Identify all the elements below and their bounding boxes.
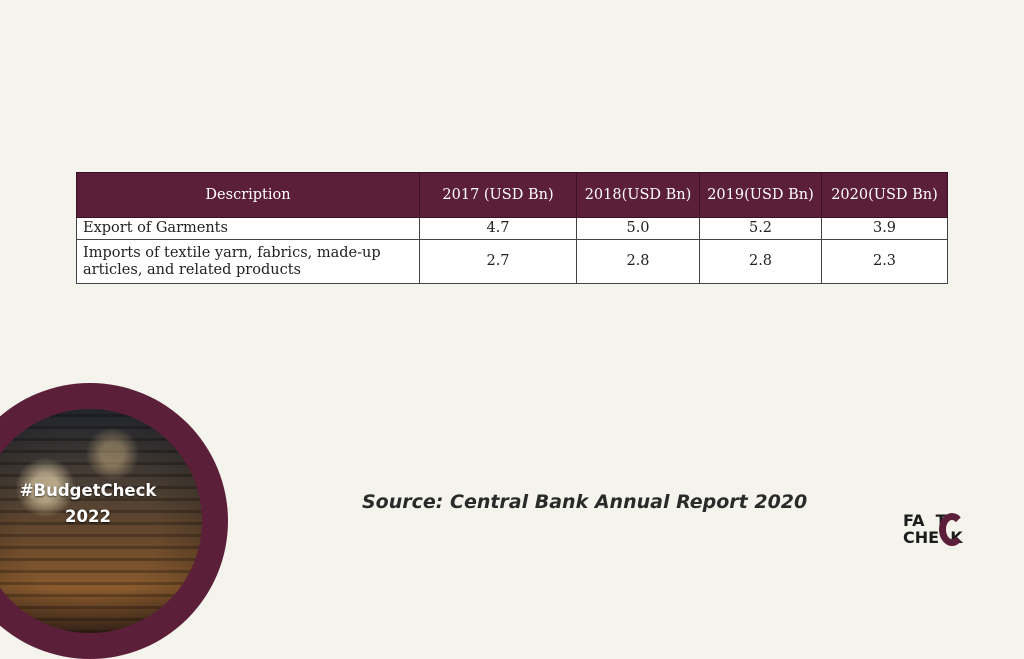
table-header-row: Description 2017 (USD Bn) 2018(USD Bn) 2… — [76, 172, 948, 218]
table-row: Export of Garments 4.7 5.0 5.2 3.9 — [76, 217, 948, 240]
badge-label: #BudgetCheck 2022 — [0, 478, 176, 530]
badge-year: 2022 — [65, 507, 111, 526]
fact-check-logo: FA T CHE K — [903, 512, 995, 548]
cell-2019: 2.8 — [699, 239, 822, 284]
header-description: Description — [76, 172, 420, 218]
row-description: Imports of textile yarn, fabrics, made-u… — [76, 239, 420, 284]
header-2018: 2018(USD Bn) — [576, 172, 700, 218]
cell-2017: 2.7 — [419, 239, 577, 284]
cell-2020: 2.3 — [821, 239, 948, 284]
cell-2020: 3.9 — [821, 217, 948, 240]
badge-hashtag: #BudgetCheck — [19, 481, 157, 500]
checkmark-c-icon — [939, 513, 965, 546]
header-2020: 2020(USD Bn) — [821, 172, 948, 218]
garments-trade-table: Description 2017 (USD Bn) 2018(USD Bn) 2… — [76, 172, 948, 284]
data-table-container: Description 2017 (USD Bn) 2018(USD Bn) 2… — [76, 172, 948, 284]
cell-2018: 5.0 — [576, 217, 700, 240]
cell-2017: 4.7 — [419, 217, 577, 240]
cell-2019: 5.2 — [699, 217, 822, 240]
cell-2018: 2.8 — [576, 239, 700, 284]
table-row: Imports of textile yarn, fabrics, made-u… — [76, 239, 948, 284]
source-caption: Source: Central Bank Annual Report 2020 — [362, 491, 808, 513]
header-2019: 2019(USD Bn) — [699, 172, 822, 218]
row-description: Export of Garments — [76, 217, 420, 240]
header-2017: 2017 (USD Bn) — [419, 172, 577, 218]
